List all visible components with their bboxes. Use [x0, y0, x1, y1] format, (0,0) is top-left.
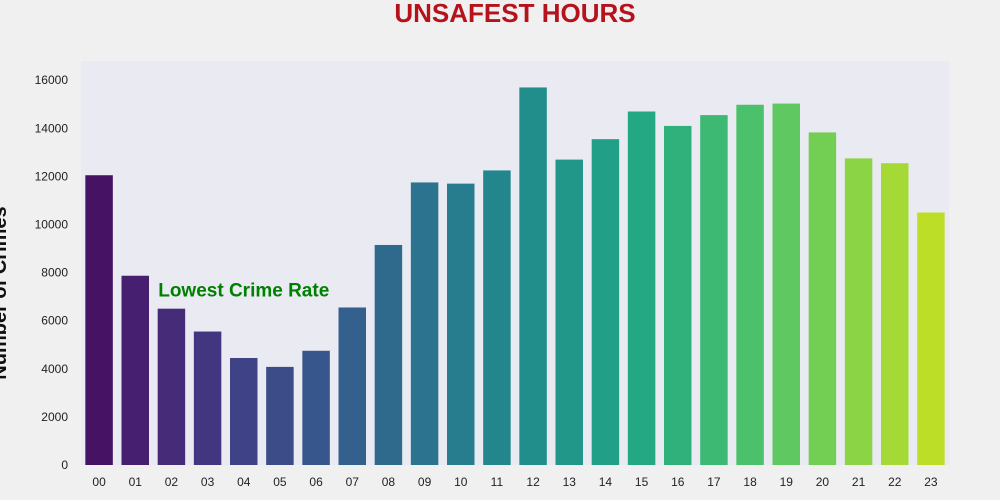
- x-tick-label: 01: [129, 475, 143, 489]
- bar-hour-01: [121, 275, 149, 465]
- bar-hour-00: [85, 175, 113, 465]
- x-tick-label: 21: [852, 475, 866, 489]
- bars-group: [85, 87, 945, 466]
- x-tick-label: 04: [237, 475, 251, 489]
- bar-hour-08: [374, 244, 403, 465]
- bar-hour-20: [808, 132, 837, 465]
- bar-hour-03: [193, 331, 222, 465]
- bar-hour-13: [555, 159, 583, 465]
- bar-hour-12: [519, 87, 547, 465]
- y-tick-label: 10000: [35, 218, 69, 232]
- x-tick-label: 22: [888, 475, 902, 489]
- x-tick-label: 07: [346, 475, 360, 489]
- x-tick-label: 09: [418, 475, 432, 489]
- lowest-crime-rate-annotation: Lowest Crime Rate: [158, 281, 329, 302]
- y-tick-label: 12000: [35, 169, 69, 183]
- bar-hour-14: [591, 139, 620, 465]
- x-tick-label: 12: [526, 475, 540, 489]
- y-tick-label: 0: [61, 458, 68, 472]
- y-axis-label: Number of Crimes: [0, 206, 11, 379]
- y-tick-labels: 0 2000 4000 6000 8000 10000 12000 14000 16000: [35, 73, 69, 472]
- x-tick-label: 18: [743, 475, 757, 489]
- y-tick-label: 6000: [41, 314, 68, 328]
- bar-hour-22: [881, 163, 909, 465]
- bar-hour-17: [700, 115, 728, 465]
- bar-hour-11: [483, 170, 511, 465]
- x-tick-label: 03: [201, 475, 215, 489]
- bar-hour-02: [157, 308, 186, 465]
- bar-hour-15: [627, 111, 656, 465]
- bar-hour-07: [338, 307, 366, 465]
- plot-area: [81, 61, 949, 465]
- x-tick-label: 23: [924, 475, 938, 489]
- y-tick-label: 2000: [41, 410, 68, 424]
- x-tick-label: 00: [92, 475, 106, 489]
- bar-hour-21: [844, 158, 873, 465]
- bar-hour-05: [266, 366, 294, 465]
- bar-hour-10: [447, 183, 475, 465]
- x-tick-label: 11: [491, 475, 504, 489]
- x-tick-label: 05: [273, 475, 287, 489]
- x-tick-label: 10: [454, 475, 468, 489]
- x-tick-label: 06: [309, 475, 323, 489]
- x-tick-label: 08: [382, 475, 396, 489]
- x-tick-label: 16: [671, 475, 685, 489]
- bar-hour-23: [917, 212, 945, 465]
- y-tick-label: 16000: [35, 73, 69, 87]
- bar-hour-09: [410, 182, 439, 465]
- x-tick-label: 14: [599, 475, 613, 489]
- bar-hour-16: [664, 125, 692, 465]
- bar-hour-06: [302, 350, 330, 465]
- x-tick-label: 13: [563, 475, 577, 489]
- y-tick-label: 14000: [35, 121, 69, 135]
- bar-hour-18: [736, 104, 764, 466]
- x-tick-label: 20: [816, 475, 830, 489]
- x-tick-label: 15: [635, 475, 649, 489]
- x-tick-label: 02: [165, 475, 179, 489]
- y-tick-label: 8000: [41, 266, 68, 280]
- bar-hour-04: [230, 357, 258, 465]
- y-tick-label: 4000: [41, 362, 68, 376]
- chart-title: UNSAFEST HOURS: [394, 0, 635, 28]
- x-tick-label: 19: [780, 475, 794, 489]
- bar-hour-19: [772, 103, 800, 466]
- x-tick-labels: 00 01 02 03 04 05 06 07 08 09 10 11 12 13 14 15 16 17 18 19…: [92, 475, 938, 489]
- x-tick-label: 17: [707, 475, 721, 489]
